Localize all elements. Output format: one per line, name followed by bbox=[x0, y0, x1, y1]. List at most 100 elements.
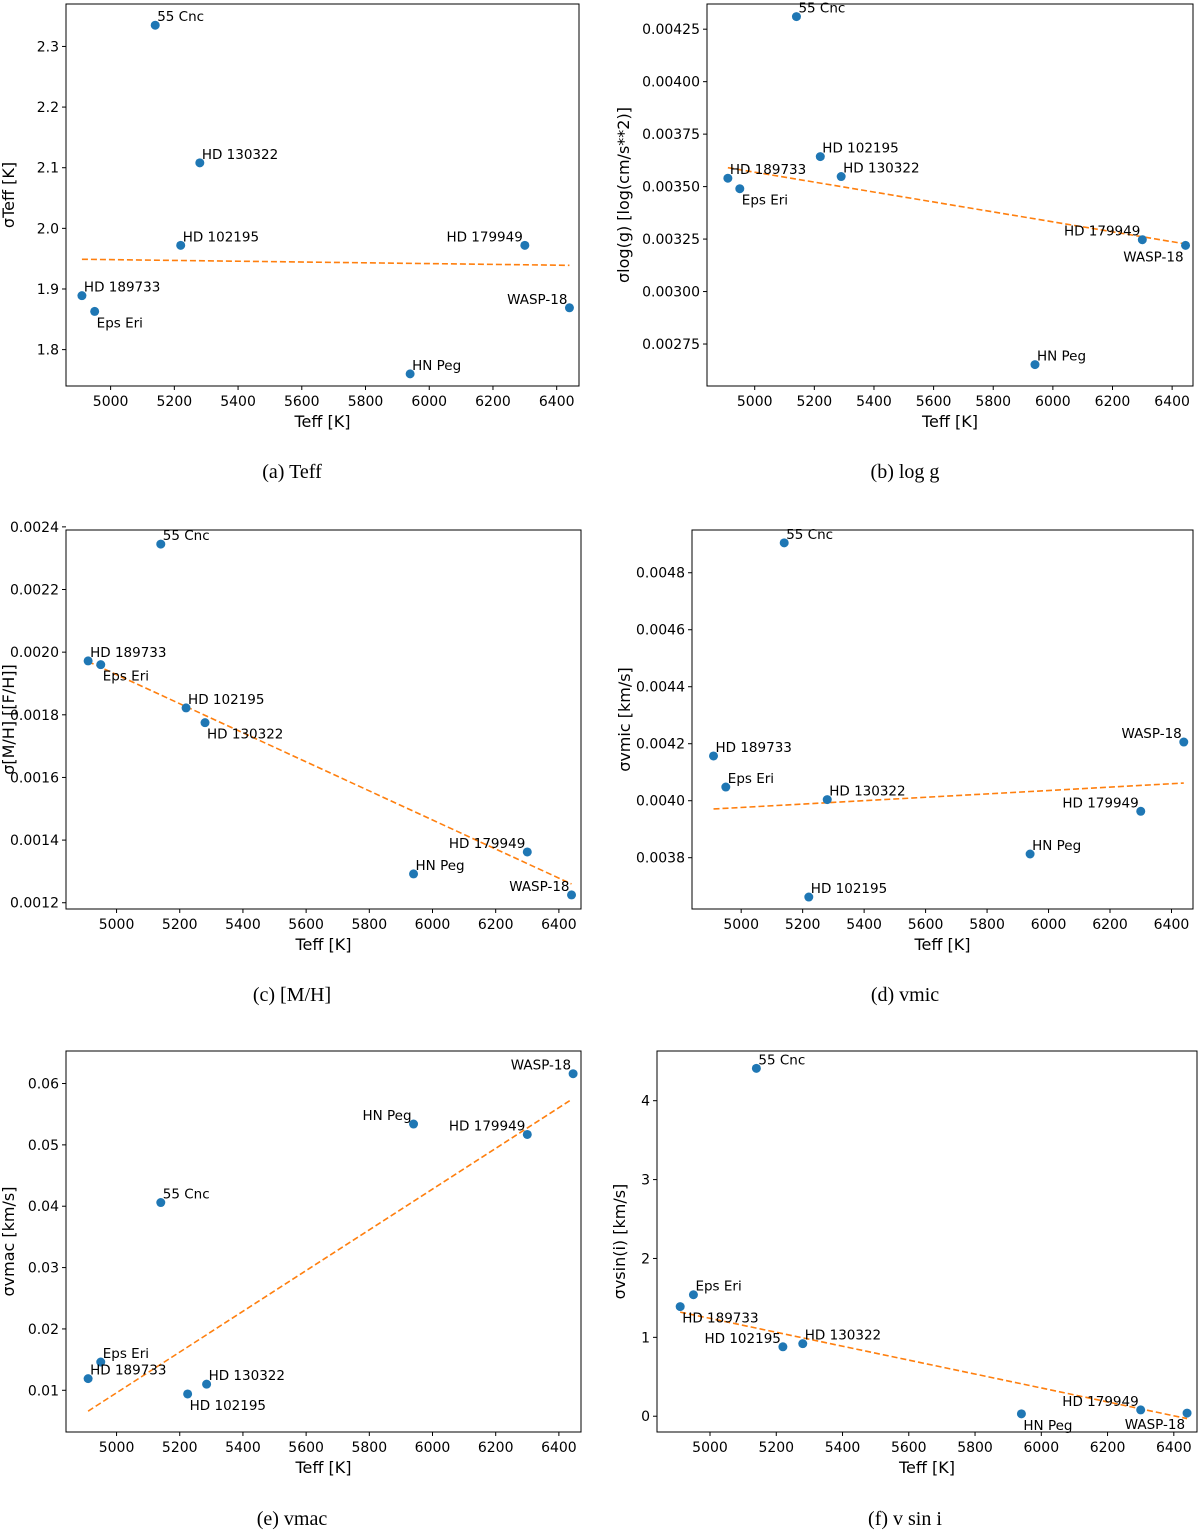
y-tick-label: 0.0040 bbox=[636, 794, 685, 810]
y-axis-label: σ[M/H] [[F/H]] bbox=[0, 664, 18, 775]
panel-a: 5000 5200 5400 5600 5800 6000 6200 6400 1.8 1.9 2.… bbox=[0, 3, 580, 483]
y-tick-label: 0.05 bbox=[28, 1138, 59, 1154]
data-point bbox=[195, 158, 205, 168]
plot-frame bbox=[691, 529, 1194, 910]
point-label: HN Peg bbox=[1023, 1418, 1072, 1434]
point-label: HD 130322 bbox=[829, 784, 905, 800]
x-tick-label: 5000 bbox=[723, 917, 759, 933]
x-tick-label: 5400 bbox=[825, 1440, 861, 1456]
y-tick-label: 0.06 bbox=[28, 1077, 59, 1093]
y-tick-label: 0.03 bbox=[28, 1261, 59, 1277]
data-point bbox=[804, 892, 814, 902]
point-label: Eps Eri bbox=[695, 1279, 741, 1295]
x-tick-label: 5800 bbox=[351, 917, 387, 933]
data-point bbox=[1179, 737, 1189, 747]
point-label: Eps Eri bbox=[103, 1346, 149, 1362]
data-point bbox=[83, 1374, 93, 1384]
point-label: HD 130322 bbox=[207, 727, 283, 743]
x-tick-label: 5400 bbox=[856, 394, 892, 410]
x-tick-label: 6000 bbox=[411, 394, 447, 410]
data-point bbox=[564, 303, 574, 313]
panel-caption: (a) Teff bbox=[262, 461, 322, 483]
data-point bbox=[735, 184, 745, 194]
x-tick-label: 5200 bbox=[162, 1440, 198, 1456]
y-axis-label: σvmic [km/s] bbox=[615, 667, 634, 772]
x-tick-label: 5800 bbox=[969, 917, 1005, 933]
point-label: HD 179949 bbox=[449, 1118, 525, 1134]
data-point bbox=[522, 847, 532, 857]
point-label: WASP-18 bbox=[509, 879, 569, 895]
data-point bbox=[202, 1379, 212, 1389]
data-point bbox=[1025, 849, 1035, 859]
x-tick-label: 6400 bbox=[539, 394, 575, 410]
x-tick-label: 5800 bbox=[351, 1440, 387, 1456]
point-label: HD 102195 bbox=[188, 692, 264, 708]
fit-line bbox=[81, 258, 570, 267]
y-tick-label: 1 bbox=[641, 1330, 650, 1346]
data-point bbox=[183, 1389, 193, 1399]
x-tick-label: 6000 bbox=[1035, 394, 1071, 410]
data-point bbox=[150, 20, 160, 30]
x-tick-label: 5600 bbox=[288, 1440, 324, 1456]
data-point bbox=[200, 718, 210, 728]
data-point bbox=[409, 869, 419, 879]
x-tick-label: 5000 bbox=[99, 1440, 135, 1456]
x-tick-label: 5200 bbox=[785, 917, 821, 933]
y-axis-label: σvmac [km/s] bbox=[0, 1187, 18, 1297]
panel-b: 5000 5200 5400 5600 5800 6000 6200 6400 0.00275 0… bbox=[614, 1, 1194, 483]
point-label: HD 189733 bbox=[90, 645, 166, 661]
point-label: 55 Cnc bbox=[157, 9, 204, 25]
x-tick-label: 6000 bbox=[1023, 1440, 1059, 1456]
point-label: 55 Cnc bbox=[798, 1, 845, 17]
point-label: Eps Eri bbox=[103, 669, 149, 685]
data-point bbox=[815, 152, 825, 162]
x-tick-label: 6400 bbox=[541, 917, 577, 933]
y-tick-label: 2.2 bbox=[37, 100, 59, 116]
point-label: HD 102195 bbox=[705, 1331, 781, 1347]
point-label: HD 102195 bbox=[190, 1398, 266, 1414]
x-tick-label: 6400 bbox=[1154, 917, 1190, 933]
y-tick-label: 0.0022 bbox=[10, 583, 59, 599]
x-tick-label: 5600 bbox=[284, 394, 320, 410]
data-point bbox=[779, 538, 789, 548]
data-point bbox=[822, 795, 832, 805]
data-point bbox=[1030, 360, 1040, 370]
plot-frame bbox=[706, 3, 1194, 387]
y-tick-label: 0.00325 bbox=[642, 232, 700, 248]
y-tick-label: 0.02 bbox=[28, 1322, 59, 1338]
data-point bbox=[156, 539, 166, 549]
point-label: WASP-18 bbox=[507, 292, 567, 308]
point-label: WASP-18 bbox=[1121, 726, 1181, 742]
fit-line bbox=[87, 660, 572, 885]
panel-caption: (b) log g bbox=[871, 461, 940, 483]
y-axis-label: σvsin(i) [km/s] bbox=[610, 1184, 629, 1300]
point-label: 55 Cnc bbox=[163, 1187, 210, 1203]
data-point bbox=[90, 306, 100, 316]
x-tick-label: 6000 bbox=[1031, 917, 1067, 933]
point-label: HD 189733 bbox=[730, 162, 806, 178]
y-tick-label: 0.0018 bbox=[10, 708, 59, 724]
data-point bbox=[181, 703, 191, 713]
y-tick-label: 0.01 bbox=[28, 1383, 59, 1399]
point-label: HN Peg bbox=[416, 858, 465, 874]
point-label: HN Peg bbox=[362, 1108, 411, 1124]
panel-caption: (f) v sin i bbox=[868, 1508, 942, 1530]
plot-frame bbox=[65, 3, 580, 387]
data-point bbox=[405, 369, 415, 379]
y-tick-label: 0.00300 bbox=[642, 285, 700, 301]
y-axis-label: σTeff [K] bbox=[0, 162, 18, 228]
point-label: HD 102195 bbox=[183, 229, 259, 245]
data-point bbox=[520, 240, 530, 250]
panel-d: 5000 5200 5400 5600 5800 6000 6200 6400 0.0038 0.… bbox=[615, 527, 1194, 1006]
x-tick-label: 5000 bbox=[692, 1440, 728, 1456]
point-label: HD 179949 bbox=[1062, 1394, 1138, 1410]
panel-caption: (c) [M/H] bbox=[253, 984, 331, 1006]
data-point bbox=[522, 1129, 532, 1139]
y-tick-label: 0.0020 bbox=[10, 645, 59, 661]
data-point bbox=[791, 12, 801, 22]
data-point bbox=[83, 656, 93, 666]
x-tick-label: 5200 bbox=[162, 917, 198, 933]
point-label: HD 189733 bbox=[84, 280, 160, 296]
y-tick-label: 0.0012 bbox=[10, 896, 59, 912]
